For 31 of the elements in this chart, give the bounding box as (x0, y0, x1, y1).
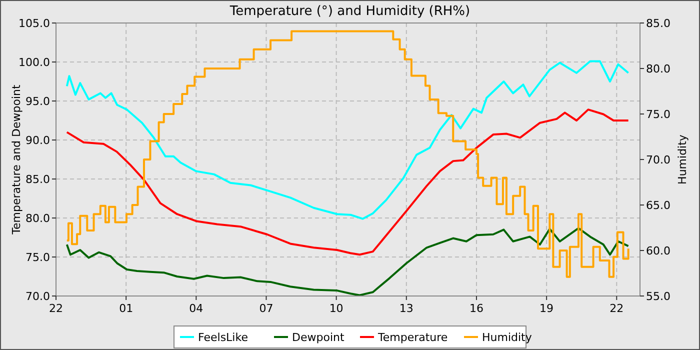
y-axis-title: Temperature and Dewpoint (10, 84, 23, 236)
y2-tick-label: 75.0 (646, 108, 670, 121)
legend-label: Temperature (377, 331, 448, 344)
y2-axis-title: Humidity (676, 134, 689, 184)
y-tick-label: 105.0 (18, 17, 50, 30)
y-tick-label: 70.0 (26, 290, 50, 303)
y-tick-label: 90.0 (26, 134, 50, 147)
x-tick-label: 04 (189, 302, 204, 315)
chart-title: Temperature (°) and Humidity (RH%) (228, 4, 470, 19)
y2-tick-label: 65.0 (646, 199, 670, 212)
y-tick-label: 80.0 (26, 212, 50, 225)
x-tick-label: 01 (119, 302, 134, 315)
legend-label: FeelsLike (198, 331, 248, 344)
legend-label: Dewpoint (292, 331, 345, 344)
x-tick-label: 07 (259, 302, 274, 315)
x-tick-label: 22 (610, 302, 624, 315)
y2-tick-label: 85.0 (646, 17, 670, 30)
x-tick-label: 13 (399, 302, 414, 315)
x-tick-label: 10 (329, 302, 344, 315)
y-tick-label: 85.0 (26, 173, 50, 186)
legend-label: Humidity (482, 331, 532, 344)
y-tick-label: 75.0 (26, 251, 50, 264)
x-tick-label: 16 (469, 302, 484, 315)
y2-tick-label: 60.0 (646, 244, 670, 258)
y2-tick-label: 55.0 (646, 290, 670, 303)
x-tick-label: 19 (540, 302, 554, 315)
x-tick-label: 22 (49, 302, 63, 315)
y-tick-label: 95.0 (26, 95, 50, 108)
y2-tick-label: 70.0 (646, 154, 670, 166)
y-tick-label: 100.0 (18, 56, 50, 69)
y2-tick-label: 80.0 (646, 62, 670, 76)
